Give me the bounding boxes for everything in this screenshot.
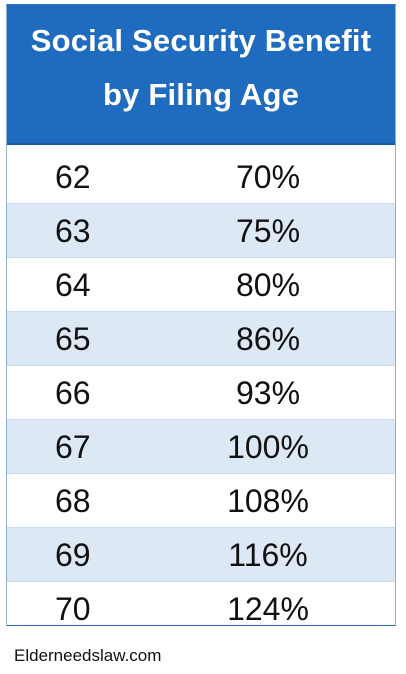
table-row: 66 93% [7,366,395,420]
benefit-cell: 70% [235,159,301,195]
age-cell: 66 [55,375,91,411]
table-row: 63 75% [7,204,395,258]
table-body: 62 70% 63 75% 64 80% 65 86% 66 93% 67 100% 68 108% 69 1… [7,150,395,626]
age-cell: 64 [55,267,91,303]
age-cell: 65 [55,321,91,357]
benefit-cell: 116% [228,537,308,573]
age-cell: 68 [55,483,91,519]
table-row: 68 108% [7,474,395,528]
age-cell: 63 [55,213,91,249]
table-header: Social Security Benefit by Filing Age [7,5,395,145]
table-row: 62 70% [7,150,395,204]
table-row: 69 116% [7,528,395,582]
age-cell: 67 [55,429,91,465]
footer-credit: Elderneedslaw.com [14,646,162,665]
table-row: 64 80% [7,258,395,312]
benefit-cell: 100% [227,429,309,465]
benefit-table: Social Security Benefit by Filing Age 62… [6,4,396,626]
benefit-cell: 108% [227,483,309,519]
table-row: 70 124% [7,582,395,626]
age-cell: 69 [55,537,91,573]
table-row: 65 86% [7,312,395,366]
benefit-cell: 93% [235,375,301,411]
benefit-cell: 75% [235,213,301,249]
age-cell: 62 [55,159,91,195]
benefit-cell: 86% [235,321,301,357]
age-cell: 70 [55,591,91,626]
table-title-line1: Social Security Benefit [30,23,372,58]
benefit-cell: 124% [227,591,309,626]
benefit-cell: 80% [235,267,301,303]
table-row: 67 100% [7,420,395,474]
table-title-line2: by Filing Age [102,77,300,112]
